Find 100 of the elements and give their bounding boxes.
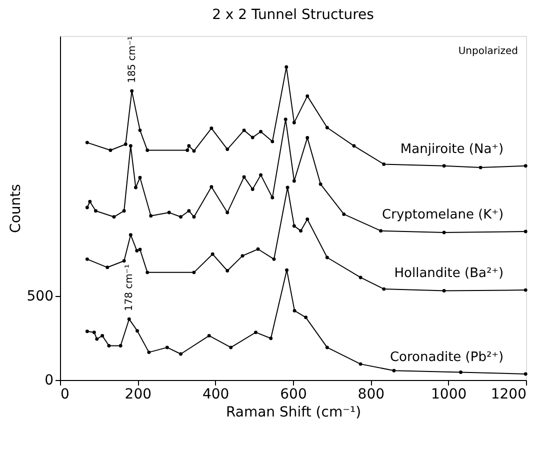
point [256, 247, 260, 251]
point [108, 148, 112, 152]
point [122, 259, 126, 263]
point [136, 329, 140, 333]
point [442, 230, 446, 234]
point [138, 248, 142, 252]
point [147, 350, 151, 354]
point [85, 257, 89, 261]
point [292, 308, 296, 312]
point [292, 224, 296, 228]
point [192, 215, 196, 219]
series-label: Hollandite (Ba²⁺) [394, 266, 504, 282]
point [242, 128, 246, 132]
point [85, 330, 89, 334]
point [272, 257, 276, 261]
point [442, 164, 446, 168]
point [284, 65, 288, 69]
x-tick-label: 0 [60, 386, 70, 402]
point [524, 288, 528, 292]
point [306, 94, 310, 98]
x-tick-label: 200 [124, 386, 152, 402]
point [226, 269, 230, 272]
point [88, 200, 92, 204]
point [107, 344, 111, 348]
point [134, 186, 138, 190]
x-axis-title: Raman Shift (cm⁻¹) [226, 404, 362, 420]
point [226, 210, 230, 214]
series-label: Cryptomelane (K⁺) [382, 207, 504, 222]
chart-title: 2 x 2 Tunnel Structures [212, 7, 374, 23]
point [149, 214, 153, 218]
point [392, 368, 396, 372]
annotation: 178 cm⁻¹ [124, 264, 136, 312]
point [524, 164, 528, 168]
point [342, 212, 346, 216]
point [292, 120, 296, 124]
point [138, 176, 142, 180]
point [524, 230, 528, 234]
point [127, 317, 131, 321]
point [299, 229, 302, 233]
point [112, 215, 116, 219]
x-tick-label: 1000 [431, 386, 467, 402]
point [318, 182, 322, 186]
point [167, 210, 171, 214]
point [207, 334, 211, 338]
point [524, 372, 528, 376]
point [242, 175, 246, 179]
point [146, 270, 150, 274]
point [210, 126, 214, 130]
point [226, 148, 230, 151]
point [304, 316, 308, 320]
point [130, 89, 134, 93]
y-axis-title: Counts [8, 184, 24, 233]
point [382, 287, 386, 291]
x-tick-label: 800 [358, 386, 385, 402]
point [179, 352, 183, 356]
point [382, 162, 386, 166]
point [325, 346, 329, 350]
point [165, 346, 169, 350]
annotation: Unpolarized [458, 46, 518, 57]
point [210, 252, 214, 256]
series-label: Manjiroite (Na⁺) [400, 142, 504, 157]
point [192, 149, 196, 153]
point [306, 136, 310, 140]
point [259, 130, 262, 134]
point [285, 268, 289, 272]
point [210, 185, 214, 189]
point [325, 126, 329, 130]
point [379, 229, 382, 233]
point [95, 337, 99, 341]
x-tick-label: 600 [280, 386, 307, 402]
point [286, 186, 290, 190]
point [352, 144, 356, 148]
point [250, 187, 254, 191]
point [259, 173, 262, 177]
point [85, 206, 89, 210]
point [187, 144, 191, 148]
point [187, 209, 191, 213]
y-tick-label: 500 [26, 288, 54, 305]
point [106, 266, 110, 270]
point [146, 148, 150, 152]
point [270, 140, 274, 144]
point [192, 270, 196, 274]
point [284, 118, 288, 122]
point [94, 209, 98, 213]
point [118, 344, 122, 348]
point [128, 233, 132, 237]
point [358, 276, 362, 280]
point [270, 196, 274, 200]
x-tick-label: 400 [202, 386, 230, 402]
point [128, 144, 132, 148]
series-label: Coronadite (Pb²⁺) [390, 350, 504, 365]
point [250, 136, 254, 140]
point [85, 140, 89, 144]
point [179, 215, 183, 219]
point [459, 370, 462, 374]
point [254, 330, 258, 334]
point [442, 289, 446, 292]
point [292, 179, 296, 183]
point [306, 218, 310, 221]
point [92, 330, 96, 334]
